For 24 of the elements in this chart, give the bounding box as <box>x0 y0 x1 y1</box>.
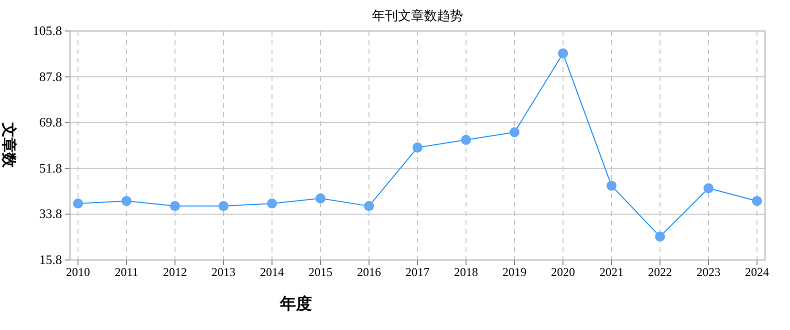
x-tick-label: 2022 <box>648 265 672 279</box>
x-tick-label: 2010 <box>66 265 90 279</box>
chart-title: 年刊文章数趋势 <box>372 8 463 23</box>
y-tick-label: 105.8 <box>32 23 62 38</box>
x-tick-label: 2018 <box>454 265 478 279</box>
x-tick-label: 2017 <box>406 265 430 279</box>
x-tick-label: 2011 <box>114 265 138 279</box>
x-tick-label: 2021 <box>600 265 624 279</box>
y-tick-label: 69.8 <box>39 114 62 130</box>
x-tick-label: 2015 <box>308 265 332 279</box>
x-tick-label: 2012 <box>163 265 187 279</box>
x-tick-label: 2023 <box>696 265 720 279</box>
x-tick-label: 2020 <box>551 265 575 279</box>
x-tick-label: 2024 <box>745 265 769 279</box>
x-tick-label: 2014 <box>260 265 284 279</box>
y-tick-label: 87.8 <box>39 68 62 84</box>
y-tick-label: 51.8 <box>39 160 62 176</box>
y-tick-label: 15.8 <box>39 252 62 267</box>
x-tick-label: 2016 <box>357 265 381 279</box>
x-tick-label: 2019 <box>502 265 526 279</box>
y-tick-label: 33.8 <box>39 206 62 222</box>
x-axis-title: 年度 <box>279 294 312 313</box>
x-tick-label: 2013 <box>212 265 236 279</box>
y-axis-title: 文章数 <box>0 122 18 168</box>
